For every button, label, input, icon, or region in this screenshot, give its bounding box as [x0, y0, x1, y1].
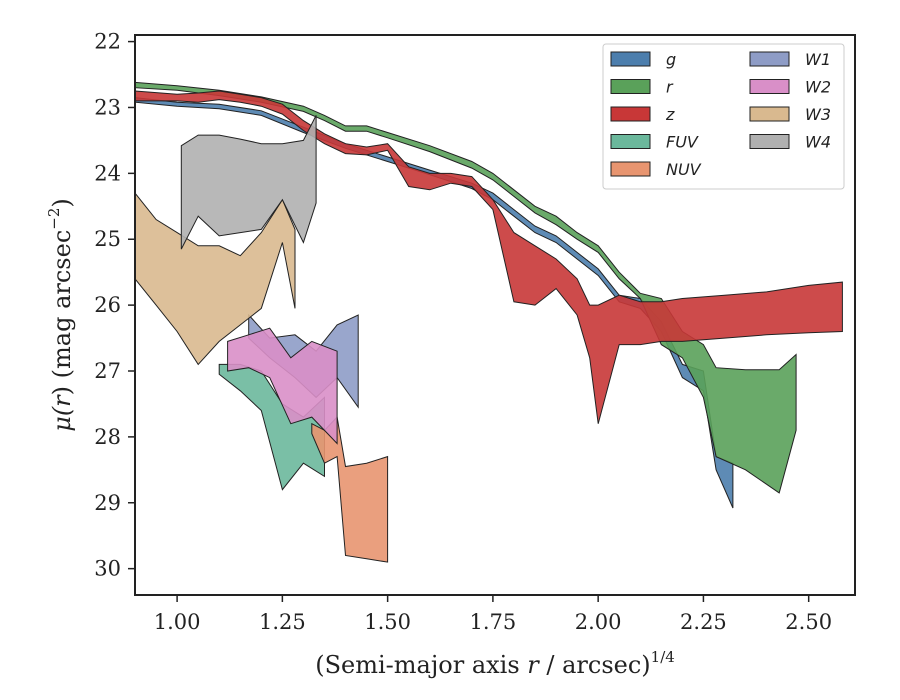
y-tick-label: 28	[94, 425, 121, 449]
legend-label-z: z	[665, 105, 675, 124]
legend-label-fuv: FUV	[666, 133, 699, 152]
x-axis-label: (Semi-major axis r / arcsec)1/4	[315, 648, 675, 679]
y-tick-label: 27	[94, 359, 121, 383]
legend: grz FUV NUV W1 W2 W3 W4	[602, 43, 845, 190]
legend-label-w3: W3	[805, 105, 831, 124]
legend-swatch-w4	[749, 134, 790, 149]
x-tick-label: 2.50	[785, 610, 832, 634]
y-tick-label: 25	[94, 227, 121, 251]
legend-label-w4: W4	[805, 133, 831, 152]
legend-label-g: g	[666, 50, 676, 69]
legend-label-nuv: NUV	[666, 160, 702, 179]
x-tick-label: 2.25	[680, 610, 727, 634]
series-bands	[134, 81, 843, 563]
legend-label-w1: W1	[805, 50, 831, 69]
legend-label-r: r	[666, 78, 674, 97]
y-tick-label: 29	[94, 491, 121, 515]
legend-swatch-w3	[749, 106, 790, 122]
y-tick-label: 30	[94, 557, 121, 581]
y-tick-label: 24	[94, 161, 121, 185]
band-nuv	[311, 416, 389, 563]
legend-swatch-nuv	[610, 161, 651, 177]
y-tick-label: 22	[94, 30, 121, 54]
legend-swatch-g	[610, 51, 651, 67]
y-tick-label: 26	[94, 293, 121, 317]
legend-label-w2: W2	[805, 78, 831, 97]
legend-swatch-r	[610, 79, 651, 94]
legend-swatch-fuv	[610, 134, 651, 149]
x-tick-label: 1.50	[364, 610, 411, 634]
plot-frame	[134, 34, 856, 596]
x-axis-ticks: 1.00 1.25 1.50 1.75 2.00 2.25 2.50	[154, 595, 832, 634]
band-z	[134, 90, 843, 424]
x-tick-label: 1.75	[470, 610, 517, 634]
x-tick-label: 2.00	[575, 610, 622, 634]
x-tick-label: 1.25	[259, 610, 306, 634]
band-w4	[180, 115, 317, 250]
x-tick-label: 1.00	[154, 610, 201, 634]
legend-swatch-w2	[749, 79, 790, 94]
legend-swatch-z	[610, 106, 651, 122]
y-axis-ticks: 22 23 24 25 26 27 28 29 30	[94, 30, 135, 581]
band-w3	[134, 191, 296, 366]
legend-swatch-w1	[749, 51, 790, 67]
y-axis-label: μ(r) (mag arcsec−2)	[45, 198, 76, 432]
band-r	[134, 81, 797, 494]
band-w2	[227, 327, 338, 445]
y-tick-label: 23	[94, 95, 121, 119]
